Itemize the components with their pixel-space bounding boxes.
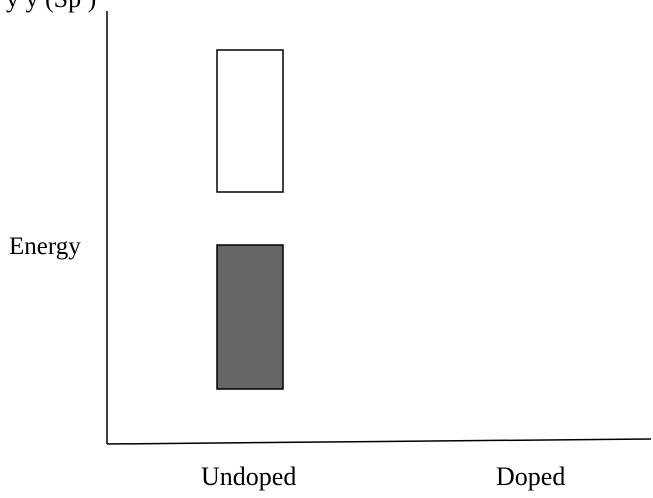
energy-axis-label: Energy (9, 233, 81, 260)
category-label-doped: Doped (496, 462, 565, 491)
valence-band (216, 244, 284, 390)
conduction-band (216, 49, 284, 193)
x-axis-line (106, 438, 652, 445)
header-fragment-text: y y (Sp ) (6, 0, 96, 13)
category-label-undoped: Undoped (201, 462, 296, 491)
